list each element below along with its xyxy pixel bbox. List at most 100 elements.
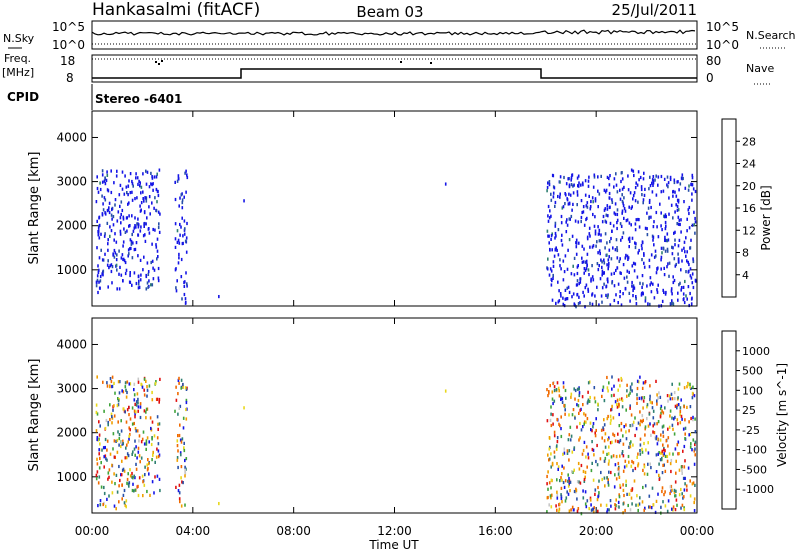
echo-cell bbox=[598, 303, 600, 307]
echo-cell bbox=[594, 492, 596, 496]
echo-cell bbox=[675, 489, 677, 493]
echo-cell bbox=[156, 200, 158, 204]
echo-cell bbox=[596, 240, 598, 244]
echo-cell bbox=[610, 470, 612, 475]
echo-cell bbox=[622, 263, 625, 267]
echo-cell bbox=[102, 446, 105, 450]
echo-cell bbox=[566, 297, 569, 301]
echo-cell bbox=[612, 224, 615, 228]
echo-cell bbox=[672, 216, 674, 220]
echo-cell bbox=[157, 442, 160, 446]
echo-cell bbox=[118, 484, 120, 488]
echo-cell bbox=[613, 177, 616, 181]
echo-cell bbox=[128, 481, 131, 485]
colorbar-tick-label: 500 bbox=[742, 365, 763, 378]
echo-cell bbox=[137, 286, 140, 290]
echo-cell bbox=[616, 221, 618, 225]
colorbar-tick-label: 8 bbox=[742, 247, 749, 260]
echo-cell bbox=[552, 422, 554, 426]
echo-cell bbox=[662, 424, 665, 428]
echo-cell bbox=[644, 296, 647, 300]
echo-cell bbox=[183, 292, 186, 297]
echo-cell bbox=[99, 499, 102, 503]
echo-cell bbox=[691, 296, 693, 300]
echo-cell bbox=[576, 509, 579, 513]
echo-cell bbox=[141, 474, 144, 478]
echo-cell bbox=[671, 292, 673, 296]
echo-cell bbox=[121, 459, 123, 463]
echo-cell bbox=[184, 386, 187, 390]
echo-cell bbox=[657, 420, 660, 424]
echo-cell bbox=[96, 278, 99, 282]
echo-cell bbox=[653, 255, 656, 259]
echo-cell bbox=[576, 497, 578, 501]
x-tick-label: 16:00 bbox=[478, 524, 513, 538]
colorbar-tick-label: 24 bbox=[742, 158, 756, 171]
echo-cell bbox=[617, 388, 619, 392]
echo-cell bbox=[619, 222, 622, 226]
echo-cell bbox=[630, 424, 633, 428]
echo-cell bbox=[554, 231, 557, 236]
echo-cell bbox=[626, 389, 628, 393]
echo-cell bbox=[640, 293, 643, 297]
echo-cell bbox=[662, 463, 664, 467]
echo-cell bbox=[583, 412, 585, 416]
echo-cell bbox=[578, 241, 580, 245]
echo-cell bbox=[657, 183, 659, 187]
echo-cell bbox=[679, 421, 682, 425]
echo-cell bbox=[121, 442, 124, 446]
echo-cell bbox=[629, 445, 632, 449]
echo-cell bbox=[180, 504, 183, 508]
echo-cell bbox=[648, 505, 650, 509]
echo-cell bbox=[581, 244, 584, 248]
echo-cell bbox=[135, 445, 137, 449]
echo-cell bbox=[109, 385, 111, 389]
echo-cell bbox=[180, 378, 183, 382]
echo-cell bbox=[132, 229, 135, 233]
echo-cell bbox=[153, 268, 156, 272]
echo-cell bbox=[99, 187, 102, 192]
echo-cell bbox=[571, 505, 574, 509]
echo-cell bbox=[597, 495, 599, 499]
echo-cell bbox=[655, 271, 658, 275]
echo-cell bbox=[583, 477, 586, 482]
echo-cell bbox=[133, 398, 136, 402]
echo-cell bbox=[156, 447, 158, 451]
echo-cell bbox=[104, 182, 107, 186]
echo-cell bbox=[608, 381, 610, 385]
echo-cell bbox=[661, 409, 663, 413]
echo-cell bbox=[155, 243, 157, 247]
echo-cell bbox=[553, 430, 556, 434]
echo-cell bbox=[106, 384, 109, 388]
echo-cell bbox=[602, 428, 605, 432]
echo-cell bbox=[653, 243, 655, 247]
colorbar-tick-label: -100 bbox=[742, 444, 767, 457]
echo-cell bbox=[672, 275, 674, 279]
echo-cell bbox=[679, 222, 681, 227]
echo-cell bbox=[648, 200, 651, 204]
echo-cell bbox=[113, 248, 116, 253]
echo-cell bbox=[639, 496, 641, 500]
echo-cell bbox=[135, 176, 137, 180]
echo-cell bbox=[547, 495, 549, 500]
echo-cell bbox=[589, 301, 591, 305]
echo-cell bbox=[628, 270, 630, 274]
echo-cell bbox=[608, 508, 610, 512]
echo-cell bbox=[558, 507, 561, 511]
echo-cell bbox=[637, 170, 640, 174]
echo-cell bbox=[606, 207, 609, 211]
echo-cell bbox=[677, 440, 680, 444]
echo-cell bbox=[158, 168, 161, 172]
echo-cell bbox=[595, 244, 597, 248]
echo-cell bbox=[660, 224, 662, 228]
echo-cell bbox=[107, 238, 109, 242]
echo-cell bbox=[694, 279, 697, 283]
echo-cell bbox=[133, 489, 135, 493]
echo-cell bbox=[683, 465, 686, 469]
echo-cell bbox=[623, 425, 625, 429]
echo-cell bbox=[615, 477, 618, 481]
echo-cell bbox=[597, 225, 599, 229]
echo-cell bbox=[626, 275, 628, 279]
echo-cell bbox=[669, 462, 672, 466]
